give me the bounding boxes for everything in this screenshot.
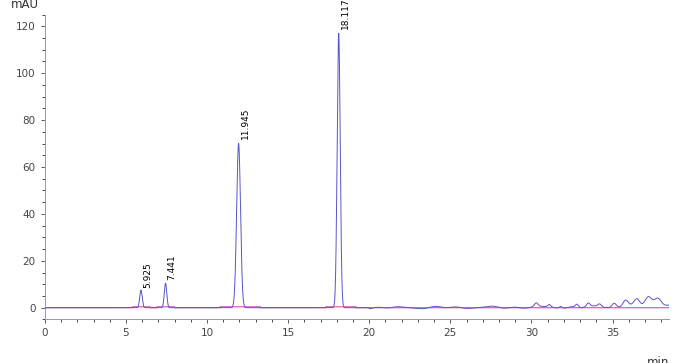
Text: 11.945: 11.945	[241, 107, 250, 139]
Text: min: min	[647, 356, 669, 363]
Text: mAU: mAU	[10, 0, 39, 12]
Text: 18.117: 18.117	[341, 0, 350, 29]
Text: 5.925: 5.925	[143, 262, 152, 288]
Text: 7.441: 7.441	[168, 254, 177, 280]
